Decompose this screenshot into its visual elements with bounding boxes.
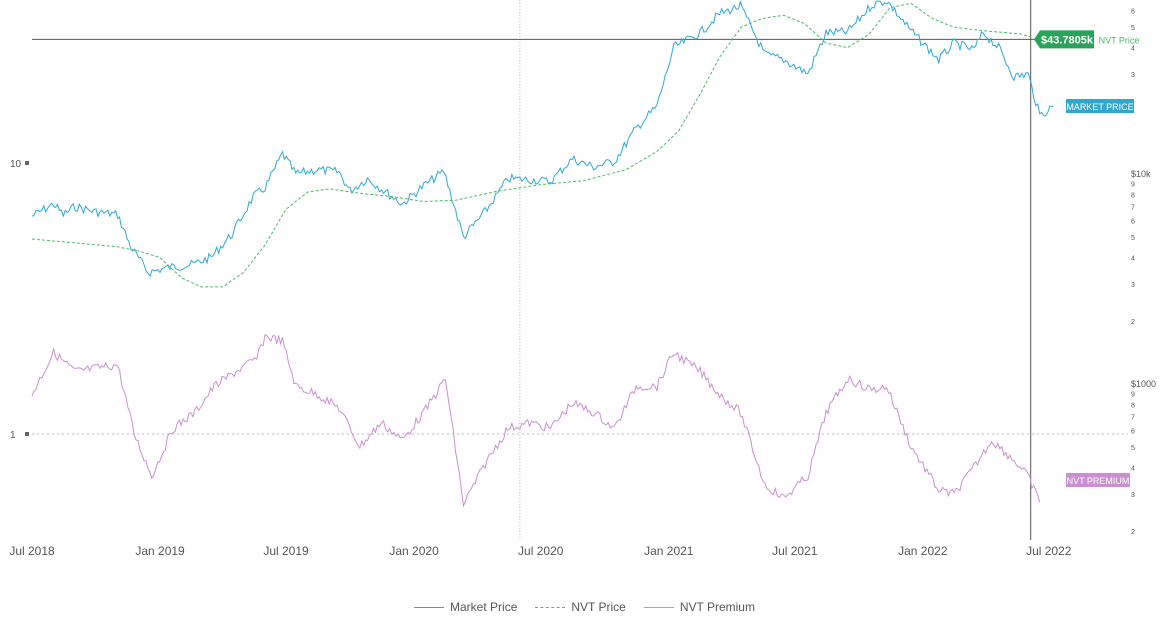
- price-axis-tick-label: 8: [1131, 192, 1135, 199]
- flag-nvt-price-name-label: NVT Price: [1099, 35, 1140, 45]
- legend: Market Price NVT Price NVT Premium: [0, 600, 1169, 614]
- nvt-axis-tick-mark: [25, 432, 29, 436]
- x-tick-label: Jan 2019: [135, 544, 185, 558]
- x-tick-label: Jan 2020: [389, 544, 439, 558]
- nvt-chart[interactable]: Jul 2018 Jan 2019 Jul 2019 Jan 2020 Jul 2020…: [0, 0, 1169, 600]
- flag-nvt-price-name: NVT Price: [1099, 35, 1140, 45]
- axis-layer: Jul 2018 Jan 2019 Jul 2019 Jan 2020 Jul 2020…: [9, 9, 1156, 558]
- nvt-axis-tick-mark: [25, 161, 29, 165]
- price-axis-tick-label: 4: [1131, 256, 1135, 263]
- price-axis-tick-label: 7: [1131, 205, 1135, 212]
- legend-item-nvt-premium[interactable]: NVT Premium: [643, 600, 755, 614]
- flag-nvt-price-value-label: $43.7805k: [1041, 34, 1094, 46]
- price-axis-tick-label: 8: [1131, 402, 1135, 409]
- legend-item-market-price[interactable]: Market Price: [414, 600, 517, 614]
- nvt-axis-tick-label: 1: [10, 430, 16, 441]
- flag-market-price: MARKET PRICE: [1066, 99, 1134, 113]
- price-axis-tick-label: 9: [1131, 182, 1135, 189]
- legend-swatch-nvt-premium: [643, 606, 674, 608]
- price-axis-tick-label: 2: [1131, 529, 1135, 536]
- price-axis-tick-label: 6: [1131, 219, 1135, 226]
- x-tick-label: Jan 2022: [898, 544, 948, 558]
- flag-nvt-price-value-bg: [1034, 30, 1094, 49]
- flag-nvt-premium: NVT PREMIUM: [1066, 473, 1130, 487]
- flag-layer: $43.7805k NVT Price MARKET PRICE NVT PREMIU…: [1034, 30, 1139, 487]
- series-layer: [31, 0, 1054, 508]
- legend-swatch-nvt-price: [535, 606, 566, 608]
- flag-market-price-label: MARKET PRICE: [1066, 102, 1133, 112]
- grid-layer: [32, 0, 1128, 540]
- x-tick-label: Jul 2021: [772, 544, 818, 558]
- legend-item-nvt-price[interactable]: NVT Price: [535, 600, 626, 614]
- legend-label-market-price: Market Price: [450, 600, 518, 614]
- series-line-nvt-price[interactable]: [31, 2, 1031, 288]
- price-axis-tick-label: 5: [1131, 25, 1135, 32]
- price-axis-tick-label: 5: [1131, 235, 1135, 242]
- flag-nvt-price-value: $43.7805k: [1034, 30, 1094, 49]
- legend-label-nvt-price: NVT Price: [571, 600, 626, 614]
- price-axis-tick-label: 9: [1131, 392, 1135, 399]
- price-axis-tick-label: 3: [1131, 72, 1135, 79]
- series-line-nvt-premium[interactable]: [31, 333, 1041, 508]
- x-tick-label: Jul 2018: [9, 544, 55, 558]
- price-axis-tick-label: 6: [1131, 429, 1135, 436]
- flag-market-price-bg: [1066, 99, 1134, 113]
- price-axis-tick-label: $1000: [1131, 379, 1156, 389]
- price-axis-tick-label: 4: [1131, 466, 1135, 473]
- price-axis-tick-label: 2: [1131, 319, 1135, 326]
- x-tick-label: Jul 2022: [1026, 544, 1072, 558]
- x-tick-label: Jul 2019: [263, 544, 309, 558]
- price-axis-tick-label: 4: [1131, 46, 1135, 53]
- price-axis-tick-label: 7: [1131, 415, 1135, 422]
- flag-nvt-premium-label: NVT PREMIUM: [1067, 476, 1130, 486]
- x-tick-label: Jan 2021: [644, 544, 694, 558]
- nvt-axis-tick-label: 10: [10, 159, 22, 170]
- series-line-market-price[interactable]: [31, 0, 1054, 278]
- x-tick-label: Jul 2020: [518, 544, 564, 558]
- price-axis-tick-label: 5: [1131, 445, 1135, 452]
- price-axis-tick-label: 3: [1131, 282, 1135, 289]
- legend-swatch-market-price: [414, 606, 445, 608]
- flag-nvt-premium-bg: [1066, 473, 1130, 487]
- price-axis-tick-label: $10k: [1131, 169, 1151, 179]
- price-axis-tick-label: 6: [1131, 9, 1135, 16]
- price-axis-tick-label: 3: [1131, 492, 1135, 499]
- legend-label-nvt-premium: NVT Premium: [679, 600, 755, 614]
